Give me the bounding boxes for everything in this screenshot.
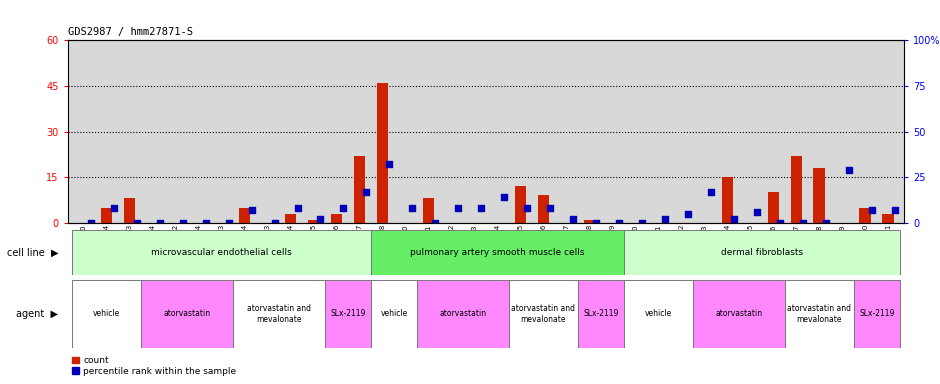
Bar bbox=[791, 156, 802, 223]
Text: atorvastatin: atorvastatin bbox=[439, 310, 487, 318]
Point bbox=[750, 209, 765, 215]
Point bbox=[773, 220, 788, 226]
Bar bbox=[515, 186, 526, 223]
Legend: count, percentile rank within the sample: count, percentile rank within the sample bbox=[72, 356, 236, 376]
Point bbox=[244, 207, 259, 213]
Point bbox=[267, 220, 282, 226]
Bar bbox=[693, 280, 785, 348]
Bar bbox=[722, 177, 733, 223]
Text: SLx-2119: SLx-2119 bbox=[583, 310, 619, 318]
Point bbox=[612, 220, 627, 226]
Text: GDS2987 / hmm27871-S: GDS2987 / hmm27871-S bbox=[68, 27, 193, 37]
Point bbox=[428, 220, 443, 226]
Bar bbox=[854, 280, 900, 348]
Point bbox=[865, 207, 880, 213]
Point bbox=[152, 220, 167, 226]
Point bbox=[566, 216, 581, 222]
Point bbox=[83, 220, 98, 226]
Bar bbox=[624, 280, 693, 348]
Point bbox=[474, 205, 489, 211]
Point bbox=[542, 205, 557, 211]
Point bbox=[221, 220, 236, 226]
Bar bbox=[538, 195, 549, 223]
Bar bbox=[72, 280, 141, 348]
Point bbox=[313, 216, 328, 222]
Point bbox=[841, 167, 856, 173]
Text: vehicle: vehicle bbox=[93, 310, 120, 318]
Bar bbox=[239, 207, 250, 223]
Bar bbox=[72, 230, 371, 275]
Bar bbox=[423, 199, 434, 223]
Bar bbox=[233, 280, 325, 348]
Point bbox=[198, 220, 213, 226]
Text: microvascular endothelial cells: microvascular endothelial cells bbox=[151, 248, 292, 257]
Bar bbox=[813, 168, 825, 223]
Text: atorvastatin: atorvastatin bbox=[715, 310, 762, 318]
Text: SLx-2119: SLx-2119 bbox=[330, 310, 366, 318]
Point bbox=[704, 189, 719, 195]
Point bbox=[520, 205, 535, 211]
Point bbox=[175, 220, 190, 226]
Bar bbox=[371, 280, 417, 348]
Bar bbox=[377, 83, 388, 223]
Point bbox=[727, 216, 742, 222]
Bar bbox=[371, 230, 624, 275]
Point bbox=[382, 161, 397, 167]
Text: dermal fibroblasts: dermal fibroblasts bbox=[721, 248, 803, 257]
Point bbox=[887, 207, 902, 213]
Bar bbox=[331, 214, 342, 223]
Bar bbox=[883, 214, 894, 223]
Bar bbox=[141, 280, 233, 348]
Text: agent  ▶: agent ▶ bbox=[16, 309, 58, 319]
Text: vehicle: vehicle bbox=[381, 310, 408, 318]
Bar bbox=[325, 280, 371, 348]
Text: atorvastatin: atorvastatin bbox=[164, 310, 211, 318]
Point bbox=[497, 194, 512, 200]
Text: atorvastatin and
mevalonate: atorvastatin and mevalonate bbox=[511, 304, 575, 324]
Point bbox=[106, 205, 121, 211]
Bar bbox=[285, 214, 296, 223]
Point bbox=[658, 216, 673, 222]
Point bbox=[405, 205, 420, 211]
Text: atorvastatin and
mevalonate: atorvastatin and mevalonate bbox=[247, 304, 311, 324]
Text: atorvastatin and
mevalonate: atorvastatin and mevalonate bbox=[787, 304, 852, 324]
Text: pulmonary artery smooth muscle cells: pulmonary artery smooth muscle cells bbox=[410, 248, 585, 257]
Point bbox=[634, 220, 650, 226]
Bar bbox=[624, 230, 900, 275]
Bar bbox=[785, 280, 854, 348]
Bar bbox=[578, 280, 624, 348]
Bar bbox=[124, 199, 135, 223]
Text: cell line  ▶: cell line ▶ bbox=[7, 247, 58, 258]
Point bbox=[129, 220, 144, 226]
Bar bbox=[584, 220, 595, 223]
Point bbox=[290, 205, 306, 211]
Bar bbox=[308, 220, 320, 223]
Bar bbox=[509, 280, 578, 348]
Bar bbox=[768, 192, 779, 223]
Text: vehicle: vehicle bbox=[645, 310, 672, 318]
Bar bbox=[417, 280, 509, 348]
Point bbox=[336, 205, 351, 211]
Text: SLx-2119: SLx-2119 bbox=[859, 310, 894, 318]
Point bbox=[795, 220, 810, 226]
Point bbox=[359, 189, 374, 195]
Point bbox=[681, 210, 696, 217]
Bar bbox=[353, 156, 366, 223]
Bar bbox=[101, 207, 113, 223]
Point bbox=[819, 220, 834, 226]
Bar bbox=[859, 207, 871, 223]
Point bbox=[451, 205, 466, 211]
Point bbox=[588, 220, 603, 226]
